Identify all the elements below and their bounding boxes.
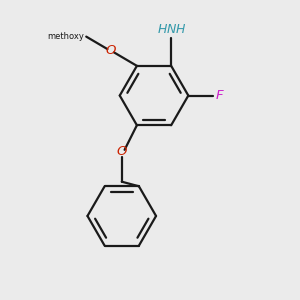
Text: H: H bbox=[158, 22, 167, 36]
Text: methoxy: methoxy bbox=[47, 32, 84, 41]
Text: O: O bbox=[106, 44, 116, 57]
Text: O: O bbox=[117, 145, 127, 158]
Text: N: N bbox=[167, 22, 176, 36]
Text: H: H bbox=[176, 22, 185, 36]
Text: F: F bbox=[216, 89, 224, 102]
